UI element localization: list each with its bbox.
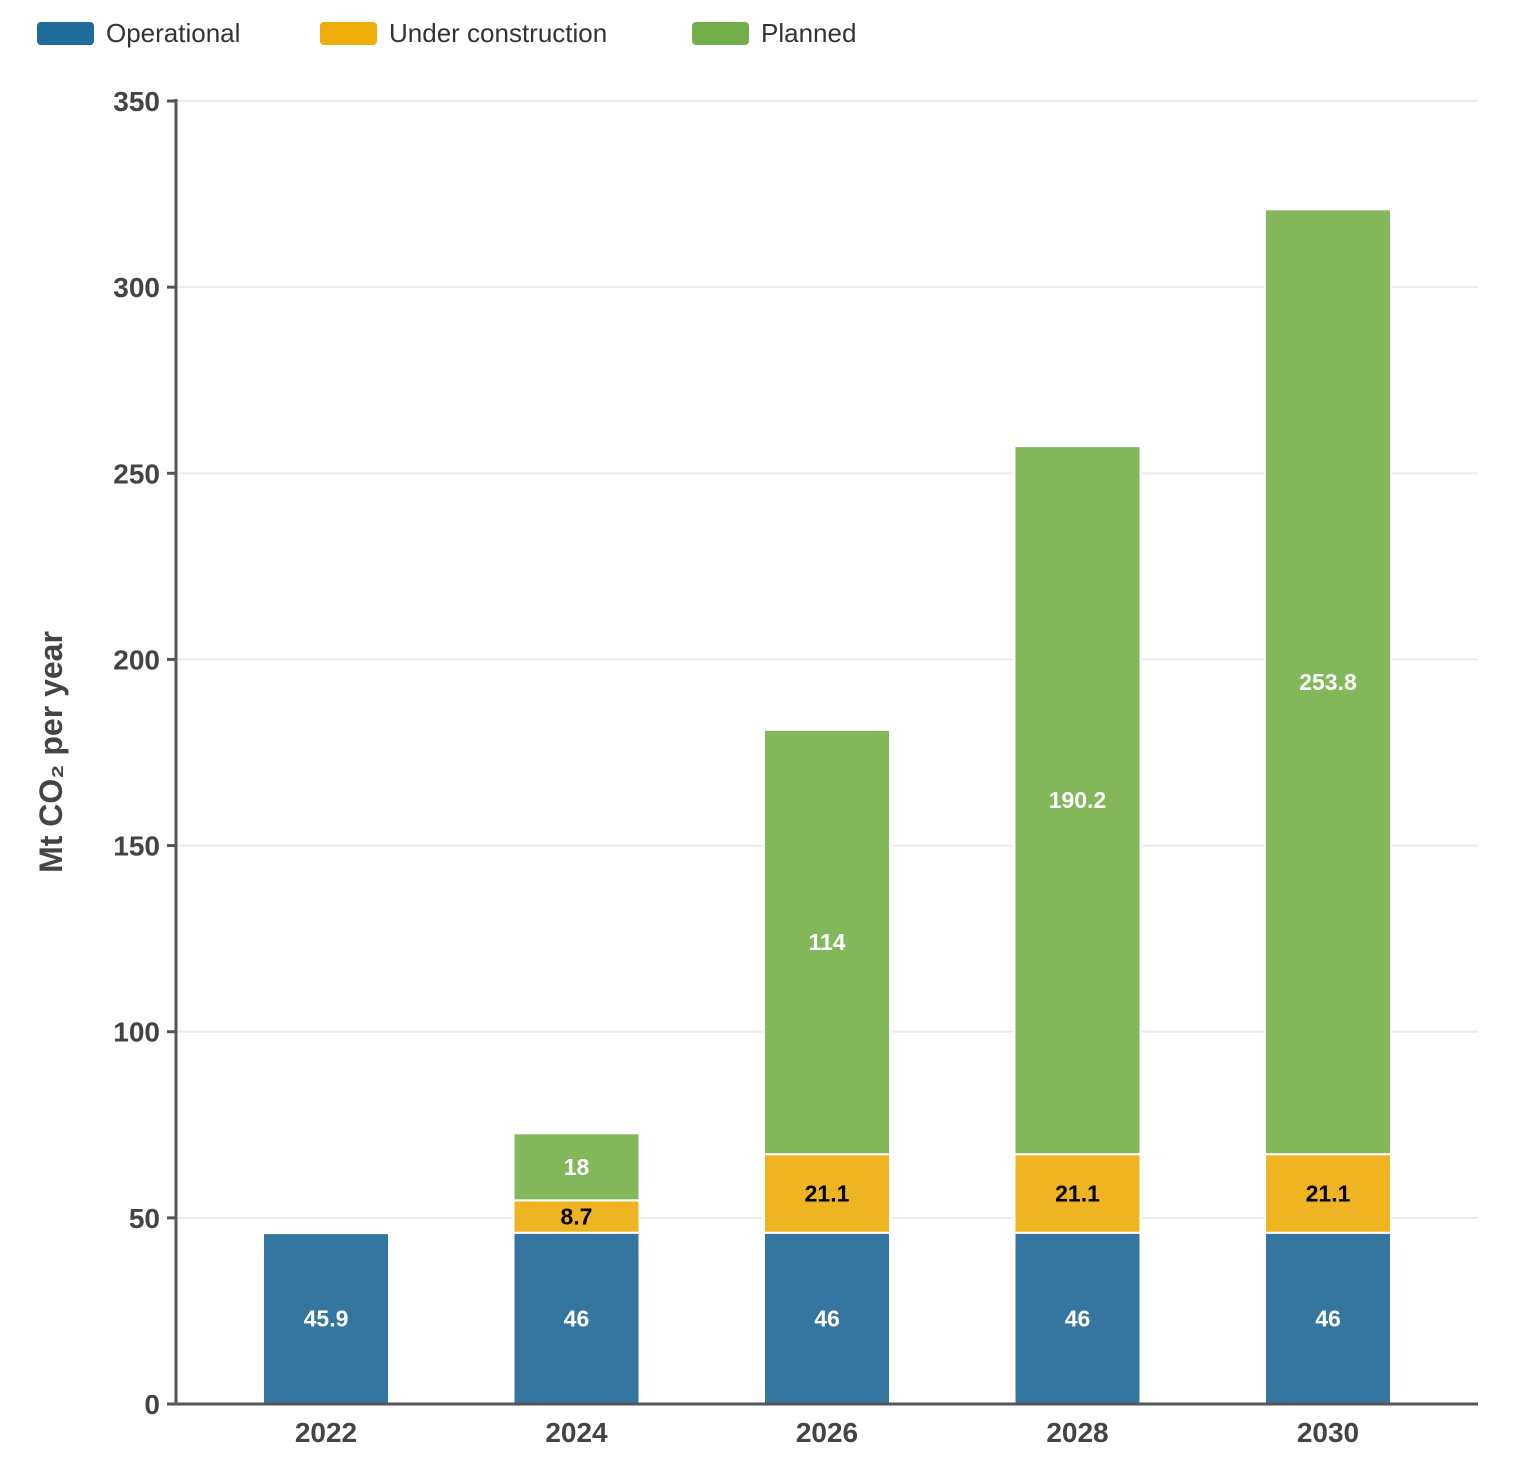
data-label: 21.1 [805,1180,850,1206]
bar-planned-2030 [1264,208,1392,1156]
y-tick-label: 100 [113,1017,160,1048]
bar-under-construction-2024 [512,1199,641,1234]
legend-label: Planned [761,18,856,48]
bar-planned-2026 [763,728,891,1156]
legend-label: Under construction [389,18,607,48]
x-tick-label: 2024 [545,1417,608,1448]
data-label: 8.7 [561,1204,593,1230]
y-axis-label: Mt CO₂ per year [33,631,69,873]
bar-planned-2028 [1013,445,1142,1156]
data-label: 46 [1065,1305,1091,1331]
bar-operational-2022 [262,1232,390,1405]
data-label: 18 [564,1154,590,1180]
y-tick-label: 350 [113,86,160,117]
data-label: 21.1 [1055,1180,1100,1206]
y-tick-label: 300 [113,272,160,303]
bar-under-construction-2030 [1264,1153,1392,1234]
legend-swatch [692,22,749,45]
y-tick-label: 50 [129,1203,160,1234]
legend-item-planned: Planned [692,18,856,48]
legend-item-under-construction: Under construction [320,18,607,48]
data-label: 21.1 [1306,1180,1351,1206]
data-label: 45.9 [304,1306,349,1332]
y-tick-label: 200 [113,644,160,675]
bar-planned-2024 [512,1132,641,1202]
x-tick-label: 2028 [1046,1417,1108,1448]
data-label: 46 [564,1305,590,1331]
data-label: 190.2 [1049,787,1107,813]
data-label: 114 [808,929,845,955]
y-tick-label: 150 [113,831,160,862]
bar-operational-2030 [1264,1231,1392,1405]
x-tick-label: 2022 [295,1417,357,1448]
x-tick-label: 2030 [1297,1417,1359,1448]
data-label: 46 [1315,1305,1341,1331]
legend-item-operational: Operational [37,18,240,48]
data-label: 46 [814,1305,840,1331]
x-tick-label: 2026 [796,1417,858,1448]
legend-swatch [37,22,94,45]
bar-under-construction-2028 [1013,1153,1142,1234]
bar-operational-2028 [1013,1231,1142,1405]
y-tick-label: 0 [144,1389,160,1420]
y-tick-label: 250 [113,458,160,489]
legend-swatch [320,22,377,45]
data-label: 253.8 [1299,669,1357,695]
bar-operational-2024 [512,1231,641,1405]
legend-label: Operational [106,18,240,48]
bar-under-construction-2026 [763,1153,891,1234]
